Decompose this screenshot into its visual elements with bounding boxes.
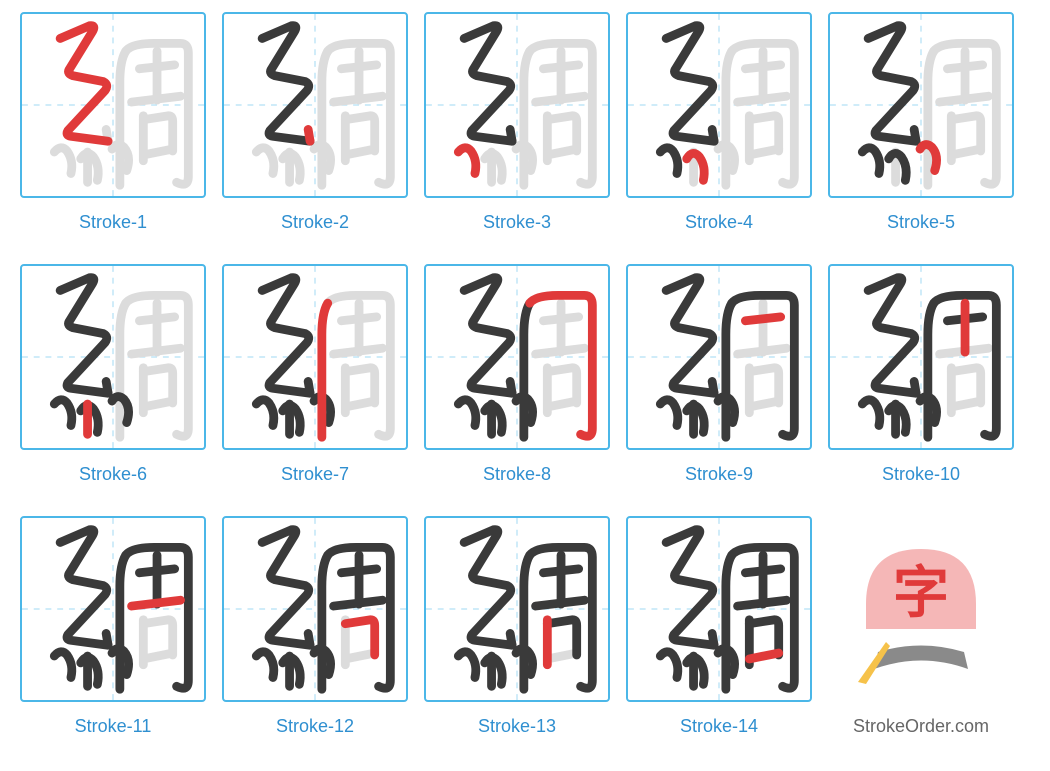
stroke-cell-6: Stroke-6	[20, 264, 206, 498]
stroke-tile	[222, 516, 408, 702]
stroke-tile	[222, 264, 408, 450]
stroke-tile	[626, 516, 812, 702]
stroke-cell-8: Stroke-8	[424, 264, 610, 498]
stroke-cell-3: Stroke-3	[424, 12, 610, 246]
stroke-tile	[424, 264, 610, 450]
stroke-grid: Stroke-1 Stroke-2 Stroke-3 Stroke-4 Stro…	[20, 12, 1030, 750]
stroke-caption: Stroke-7	[281, 464, 349, 485]
stroke-caption: Stroke-1	[79, 212, 147, 233]
stroke-tile	[626, 12, 812, 198]
stroke-tile	[20, 12, 206, 198]
stroke-cell-9: Stroke-9	[626, 264, 812, 498]
stroke-caption: Stroke-3	[483, 212, 551, 233]
stroke-tile	[424, 516, 610, 702]
svg-text:字: 字	[893, 561, 949, 624]
stroke-cell-10: Stroke-10	[828, 264, 1014, 498]
stroke-caption: Stroke-12	[276, 716, 354, 737]
stroke-caption: Stroke-8	[483, 464, 551, 485]
stroke-tile	[828, 12, 1014, 198]
stroke-caption: Stroke-9	[685, 464, 753, 485]
stroke-caption: Stroke-4	[685, 212, 753, 233]
stroke-caption: Stroke-5	[887, 212, 955, 233]
stroke-tile	[828, 264, 1014, 450]
stroke-tile	[222, 12, 408, 198]
stroke-caption: Stroke-13	[478, 716, 556, 737]
stroke-tile	[424, 12, 610, 198]
stroke-tile	[20, 516, 206, 702]
stroke-caption: Stroke-14	[680, 716, 758, 737]
stroke-tile	[626, 264, 812, 450]
stroke-caption: Stroke-6	[79, 464, 147, 485]
stroke-cell-2: Stroke-2	[222, 12, 408, 246]
stroke-cell-11: Stroke-11	[20, 516, 206, 750]
stroke-caption: Stroke-2	[281, 212, 349, 233]
logo-tile: 字	[828, 516, 1014, 702]
stroke-cell-1: Stroke-1	[20, 12, 206, 246]
stroke-cell-14: Stroke-14	[626, 516, 812, 750]
stroke-cell-5: Stroke-5	[828, 12, 1014, 246]
watermark-text: StrokeOrder.com	[853, 716, 989, 737]
stroke-cell-7: Stroke-7	[222, 264, 408, 498]
logo-cell: 字 StrokeOrder.com	[828, 516, 1014, 750]
stroke-cell-13: Stroke-13	[424, 516, 610, 750]
stroke-tile	[20, 264, 206, 450]
stroke-cell-4: Stroke-4	[626, 12, 812, 246]
stroke-caption: Stroke-11	[75, 716, 152, 737]
stroke-cell-12: Stroke-12	[222, 516, 408, 750]
stroke-caption: Stroke-10	[882, 464, 960, 485]
